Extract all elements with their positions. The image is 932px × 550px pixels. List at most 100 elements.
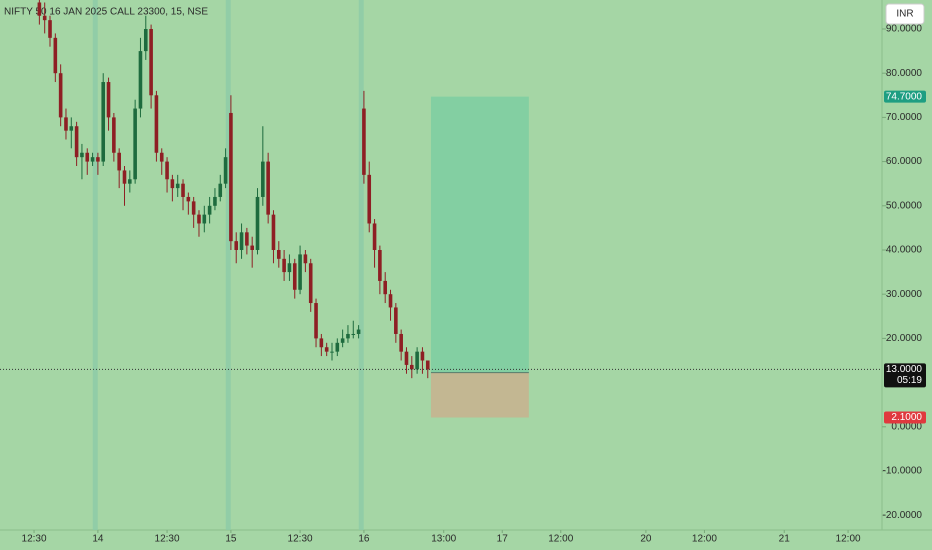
y-tick-label: 60.0000	[886, 156, 923, 167]
candle-body	[202, 214, 207, 224]
candle-body	[319, 338, 324, 348]
candle-body	[239, 232, 244, 250]
session-break	[225, 0, 231, 530]
target-price-box	[884, 90, 926, 103]
session-break	[358, 0, 364, 530]
candle-body	[42, 15, 47, 21]
candle-body	[292, 263, 297, 290]
candle-body	[324, 347, 329, 352]
y-tick-label: -10.0000	[883, 466, 923, 477]
candle-body	[122, 170, 127, 184]
candle-body	[255, 196, 260, 250]
candle-body	[420, 351, 425, 361]
target-zone	[430, 96, 529, 373]
currency-button[interactable]	[885, 3, 925, 25]
candle-body	[128, 179, 132, 184]
y-tick-label: -20.0000	[883, 510, 923, 521]
candle-body	[335, 342, 340, 352]
candle-body	[367, 174, 372, 224]
candle-body	[218, 183, 223, 197]
candle-body	[154, 95, 159, 153]
y-tick-label: 40.0000	[886, 245, 923, 256]
candle-body	[149, 28, 153, 96]
candle-body	[356, 329, 361, 334]
x-tick-label: 17	[497, 534, 509, 545]
candle-body	[388, 294, 393, 308]
candle-body	[165, 161, 169, 180]
candle-body	[308, 263, 313, 304]
candle-body	[170, 179, 175, 189]
x-tick-label: 13:00	[431, 534, 456, 545]
candle-body	[229, 112, 233, 242]
y-tick-label: 50.0000	[886, 200, 923, 211]
x-tick-label: 20	[640, 534, 652, 545]
last-price-label: 13.0000	[886, 364, 923, 375]
candle-body	[351, 333, 356, 335]
candle-body	[372, 223, 377, 250]
candle-body	[330, 351, 334, 353]
last-price-box	[884, 363, 926, 388]
candle-body	[101, 82, 106, 162]
candle-body	[96, 157, 100, 162]
candle-body	[48, 20, 52, 38]
candle-body	[271, 214, 276, 250]
stop-zone	[430, 372, 529, 418]
candle-body	[425, 360, 430, 370]
candle-body	[197, 214, 201, 224]
x-tick-label: 16	[358, 534, 370, 545]
candle-body	[287, 263, 292, 273]
candle-body	[282, 258, 286, 273]
candle-body	[159, 152, 164, 162]
candle-body	[298, 254, 302, 290]
candle-body	[404, 351, 409, 365]
candle-body	[175, 183, 180, 189]
candle-body	[85, 152, 90, 162]
y-tick-label: 30.0000	[886, 289, 923, 300]
candle-body	[250, 245, 254, 250]
candle-body	[90, 157, 95, 162]
session-break	[92, 0, 98, 530]
x-tick-label: 12:30	[288, 534, 313, 545]
x-tick-label: 14	[92, 534, 104, 545]
target-price-label: 74.7000	[886, 91, 923, 102]
candle-body	[383, 280, 387, 295]
candle-body	[58, 73, 63, 118]
candle-body	[245, 232, 249, 246]
candle-body	[394, 307, 398, 334]
x-tick-label: 12:30	[22, 534, 47, 545]
candle-body	[69, 126, 74, 131]
stop-price-label: 2.1000	[891, 412, 922, 423]
chart-title: NIFTY 50 16 JAN 2025 CALL 23300, 15, NSE	[4, 7, 208, 18]
x-tick-label: 12:00	[692, 534, 717, 545]
candle-body	[223, 157, 228, 184]
candle-body	[415, 351, 419, 370]
currency-label[interactable]: INR	[896, 9, 913, 20]
candle-body	[378, 249, 382, 281]
y-tick-label: 20.0000	[886, 333, 923, 344]
candle-body	[362, 108, 366, 175]
stop-price-box	[884, 411, 926, 424]
candle-body	[346, 333, 350, 339]
candle-body	[276, 249, 281, 259]
candle-body	[266, 161, 270, 215]
x-tick-label: 15	[225, 534, 237, 545]
candle-body	[133, 108, 137, 180]
y-tick-label: 80.0000	[886, 68, 923, 79]
countdown-label: 05:19	[897, 375, 922, 386]
candle-body	[234, 241, 239, 250]
candle-body	[186, 196, 191, 202]
candle-body	[106, 82, 111, 118]
candle-body	[80, 152, 84, 158]
x-tick-label: 12:00	[548, 534, 573, 545]
candle-body	[303, 254, 308, 264]
candle-body	[53, 37, 58, 74]
candle-body	[64, 117, 68, 131]
y-tick-label: 70.0000	[886, 112, 923, 123]
candle-body	[181, 183, 185, 197]
candle-body	[340, 338, 345, 343]
candle-body	[213, 196, 217, 206]
y-tick-label: 0.0000	[891, 421, 922, 432]
candle-body	[138, 51, 143, 109]
